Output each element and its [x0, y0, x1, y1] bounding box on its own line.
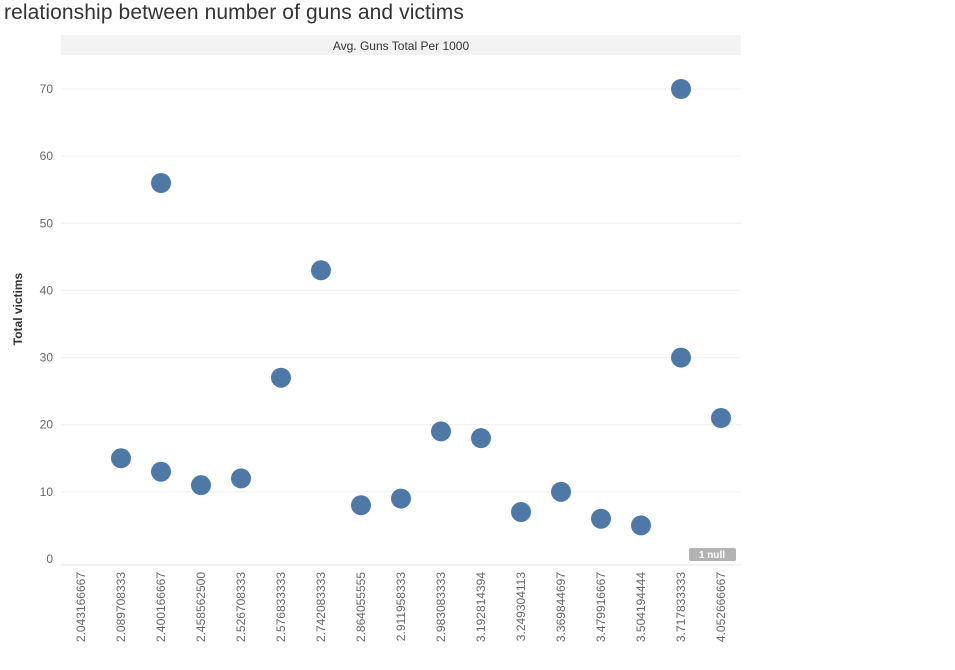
gridlines	[61, 88, 741, 566]
y-tick-label: 60	[40, 149, 54, 163]
x-axis-ticks: 2.043166667 2.089708333 2.400166667 2.45856…	[74, 572, 728, 642]
x-tick-label: 2.458562500	[194, 572, 208, 642]
y-tick-label: 50	[40, 216, 54, 230]
y-tick-label: 40	[40, 283, 54, 297]
scatter-point[interactable]	[551, 481, 571, 502]
y-axis-ticks: 0 10 20 30 40 50 60 70	[40, 82, 54, 566]
x-tick-label: 2.911958333	[394, 572, 408, 642]
x-tick-label: 3.192814394	[474, 572, 488, 642]
y-tick-label: 70	[40, 82, 54, 96]
scatter-point[interactable]	[631, 515, 651, 536]
scatter-point[interactable]	[471, 428, 491, 449]
y-tick-label: 30	[40, 351, 54, 365]
x-tick-label: 2.043166667	[74, 572, 88, 642]
scatter-point[interactable]	[711, 408, 731, 428]
scatter-point[interactable]	[191, 475, 211, 496]
y-axis-label: Total victims	[11, 272, 25, 345]
y-tick-label: 10	[40, 485, 54, 499]
null-badge-background[interactable]	[689, 548, 736, 561]
data-points	[111, 79, 731, 536]
x-tick-label: 2.742083333	[314, 572, 328, 642]
chart-title: relationship between number of guns and …	[4, 1, 464, 24]
x-tick-label: 3.369844697	[554, 572, 568, 642]
x-tick-label: 2.576833333	[274, 572, 288, 642]
scatter-point[interactable]	[111, 448, 131, 469]
scatter-point[interactable]	[311, 260, 331, 281]
column-header-background	[61, 35, 741, 55]
scatter-point[interactable]	[431, 421, 451, 442]
x-tick-label: 2.864055555	[354, 572, 368, 642]
y-tick-label: 20	[40, 418, 54, 432]
scatter-point[interactable]	[231, 468, 251, 489]
scatter-point[interactable]	[391, 488, 411, 509]
x-tick-label: 3.479916667	[594, 572, 608, 642]
column-header: Avg. Guns Total Per 1000	[333, 39, 470, 53]
null-indicator[interactable]: 1 null	[689, 548, 736, 561]
x-tick-label: 3.504194444	[634, 572, 648, 642]
scatter-point[interactable]	[591, 508, 611, 529]
scatter-point[interactable]	[151, 173, 171, 193]
scatter-point[interactable]	[271, 367, 291, 388]
scatter-point[interactable]	[151, 461, 171, 482]
x-tick-label: 4.052666667	[714, 572, 728, 642]
scatter-point[interactable]	[351, 495, 371, 516]
y-tick-label: 0	[46, 552, 53, 566]
scatter-point[interactable]	[511, 502, 531, 522]
null-badge-label[interactable]: 1 null	[699, 550, 725, 561]
x-tick-label: 2.526708333	[234, 572, 248, 642]
x-tick-label: 3.717833333	[674, 572, 688, 642]
x-tick-label: 3.249304113	[514, 572, 528, 642]
scatter-point[interactable]	[671, 79, 691, 99]
x-tick-label: 2.983083333	[434, 572, 448, 642]
x-tick-label: 2.400166667	[154, 572, 168, 642]
x-tick-label: 2.089708333	[114, 572, 128, 642]
scatter-point[interactable]	[671, 347, 691, 368]
